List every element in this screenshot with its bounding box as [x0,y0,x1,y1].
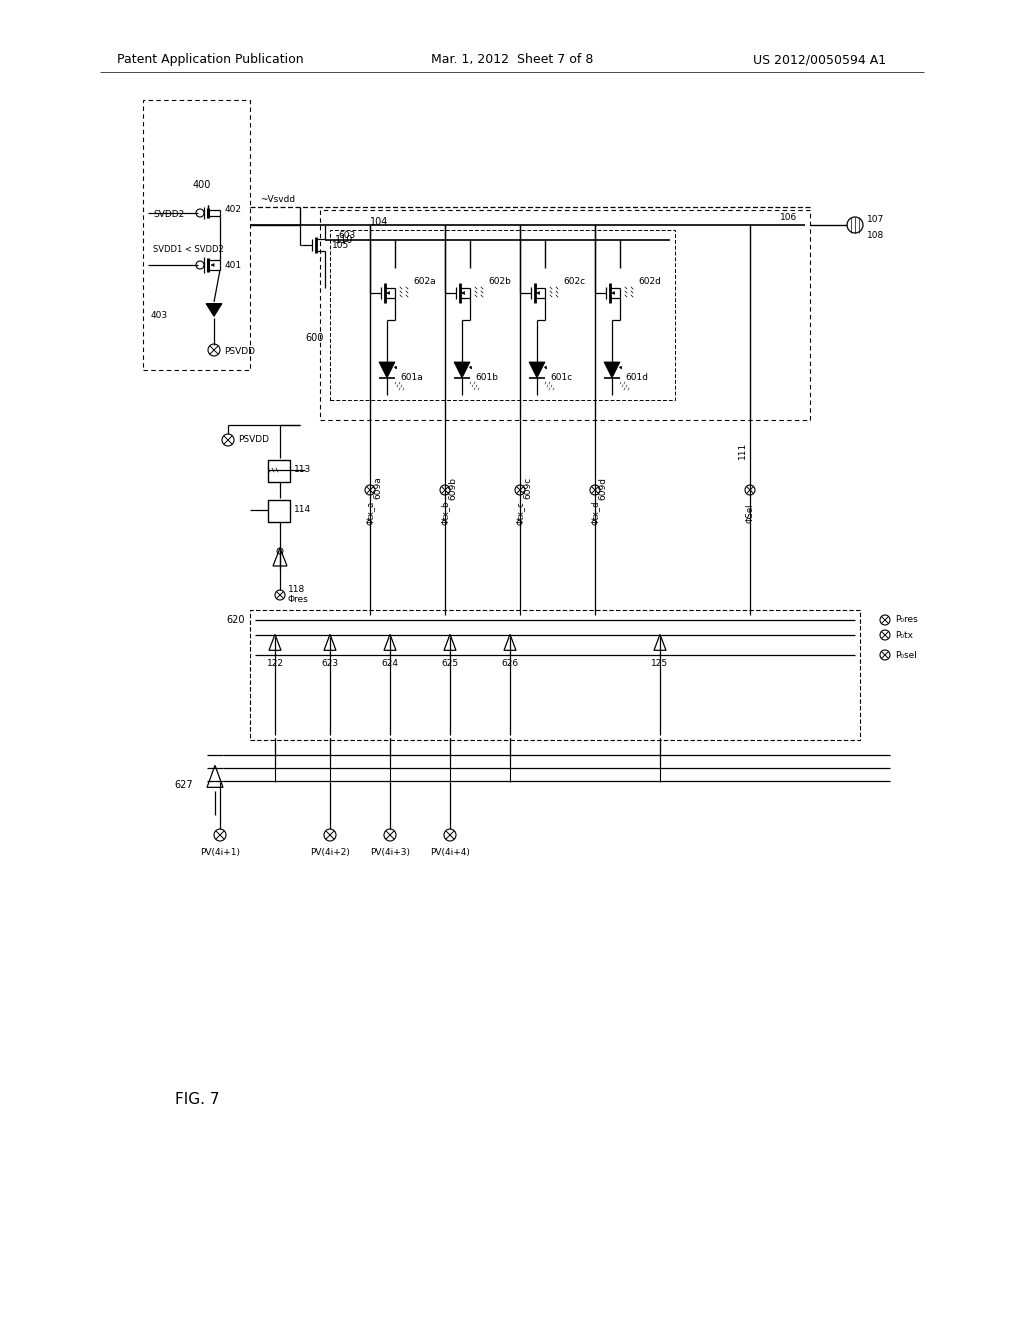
Text: P₀res: P₀res [895,615,918,624]
Text: FIG. 7: FIG. 7 [175,1093,219,1107]
Text: 601d: 601d [625,374,648,383]
Text: Φtx_a: Φtx_a [366,500,375,525]
Bar [250,610,860,741]
Text: 113: 113 [294,466,311,474]
Text: Φres: Φres [288,595,309,605]
Text: Φtx_d: Φtx_d [591,500,599,525]
Polygon shape [529,362,545,378]
Bar [143,100,250,370]
Text: 602c: 602c [563,276,585,285]
Polygon shape [454,362,470,378]
Text: Φtx_b: Φtx_b [440,500,450,525]
Text: PSVDD: PSVDD [224,347,255,356]
Text: 609a: 609a [373,477,382,499]
Text: 601c: 601c [550,374,572,383]
Text: 600: 600 [305,333,324,343]
Text: 623: 623 [322,659,339,668]
Text: 107: 107 [867,215,885,224]
Text: 111: 111 [738,441,746,458]
Text: P₀sel: P₀sel [895,651,916,660]
Bar [268,459,290,482]
Text: 402: 402 [225,206,242,214]
Text: PV(4i+2): PV(4i+2) [310,849,350,858]
Text: 104: 104 [370,216,388,227]
Text: 118: 118 [288,586,305,594]
Text: 108: 108 [867,231,885,239]
Text: 624: 624 [382,659,398,668]
Text: 609d: 609d [598,477,607,499]
Text: P₀tx: P₀tx [895,631,913,639]
Text: PSVDD: PSVDD [238,436,269,445]
Polygon shape [206,304,222,317]
Polygon shape [604,362,620,378]
Text: 106: 106 [780,213,798,222]
Bar [330,230,675,400]
Text: PV(4i+3): PV(4i+3) [370,849,410,858]
Text: 626: 626 [502,659,518,668]
Text: 620: 620 [226,615,245,624]
Text: 401: 401 [225,260,242,269]
Text: 603: 603 [338,231,355,239]
Text: US 2012/0050594 A1: US 2012/0050594 A1 [754,54,887,66]
Text: 602d: 602d [638,276,660,285]
Text: SVDD1 < SVDD2: SVDD1 < SVDD2 [153,246,223,253]
Text: 105: 105 [332,240,349,249]
Text: 627: 627 [174,780,193,789]
Bar [319,210,810,420]
Text: 400: 400 [193,180,211,190]
Text: SVDD2: SVDD2 [153,210,184,219]
Text: ΦSel: ΦSel [745,503,755,523]
Text: 602a: 602a [413,276,435,285]
Text: 601a: 601a [400,374,423,383]
Text: 602b: 602b [488,276,511,285]
Text: PV(4i+1): PV(4i+1) [200,849,240,858]
Text: 125: 125 [651,659,669,668]
Text: Mar. 1, 2012  Sheet 7 of 8: Mar. 1, 2012 Sheet 7 of 8 [431,54,593,66]
Text: 625: 625 [441,659,459,668]
Text: ~Vsvdd: ~Vsvdd [260,195,295,205]
Text: 122: 122 [266,659,284,668]
Text: Patent Application Publication: Patent Application Publication [117,54,303,66]
Text: 114: 114 [294,506,311,515]
Text: 110: 110 [335,235,353,246]
Polygon shape [379,362,395,378]
Text: 609b: 609b [449,477,457,499]
Text: 601b: 601b [475,374,498,383]
Text: Φtx_c: Φtx_c [515,502,524,525]
Bar [268,500,290,521]
Text: 609c: 609c [523,477,532,499]
Text: 403: 403 [151,310,168,319]
Text: PV(4i+4): PV(4i+4) [430,849,470,858]
